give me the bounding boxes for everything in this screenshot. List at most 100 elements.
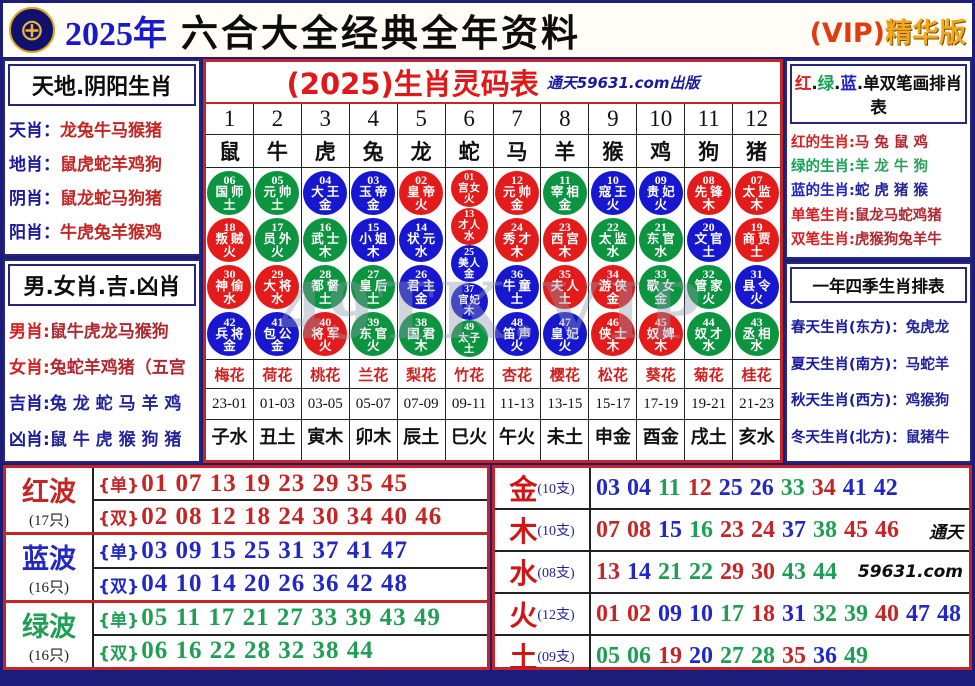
ball-element: 土	[366, 291, 380, 307]
time-range: 03-05	[301, 389, 349, 420]
ball-title: 都督	[311, 278, 343, 294]
zodiac-category-row: 绿的生肖:羊 龙 牛 狗	[791, 155, 966, 176]
parity-label: {单}	[98, 476, 140, 497]
footer-bar	[3, 672, 972, 686]
ball-stack: 08 先锋木 20 文官土 32 管家火 44 奴才水	[685, 168, 733, 360]
category-value: 龙兔牛马猴猪	[60, 120, 162, 141]
ball-element: 火	[271, 243, 284, 259]
ball-title: 西宫	[550, 231, 582, 247]
element-name: 木	[509, 515, 538, 548]
ball-element: 火	[654, 196, 667, 212]
category-label: 地肖：	[9, 154, 60, 175]
parity-label: {单}	[98, 610, 140, 631]
category-value: 蛇 虎 猪 猴	[854, 183, 928, 200]
number-ball: 46 侠士木	[590, 312, 635, 357]
vip-label: (VIP)	[809, 17, 885, 49]
number-ball: 18 叛贼火	[207, 217, 252, 262]
ball-stack: 05 元帅土 17 员外火 29 大将水 41 包公金	[253, 168, 301, 360]
ball-element: 火	[750, 291, 763, 307]
element-number: 45	[844, 516, 868, 543]
element-name: 金	[509, 473, 538, 506]
poster-page: ⊕ 2025年 六合大全经典全年资料 (VIP)精华版 天地.阴阳生肖 天肖：龙…	[3, 3, 972, 686]
ball-title: 宰相	[550, 183, 582, 199]
element-number: 11	[658, 474, 681, 501]
element-count: (10支)	[537, 524, 575, 539]
ball-title: 宫女	[458, 181, 482, 194]
table-title: (2025)生肖灵码表	[286, 67, 539, 101]
zodiac-category-row: 双笔生肖:虎猴狗兔羊牛	[791, 228, 966, 249]
wave-numbers: 03 09 15 25 31 37 41 47	[141, 536, 408, 564]
title-segment: .	[856, 74, 864, 93]
element-number: 23	[720, 516, 744, 543]
category-value: 虎猴狗兔羊牛	[854, 232, 942, 249]
category-label: 绿的生肖:	[791, 159, 855, 176]
element-number: 36	[813, 642, 837, 669]
element-number: 10	[689, 600, 713, 627]
edition-label: 精华版	[885, 17, 966, 49]
ball-title: 文官	[694, 231, 726, 247]
time-range: 21-23	[733, 389, 781, 420]
element-number: 26	[749, 474, 774, 501]
number-ball: 14 状元水	[399, 217, 444, 262]
earthly-branch: 亥水	[738, 427, 775, 448]
element-number: 20	[689, 642, 713, 669]
ball-title: 叛贼	[215, 231, 247, 247]
number-ball: 09 贵妃火	[638, 170, 683, 215]
flower-name: 兰花	[349, 360, 397, 389]
earthly-branch: 巳火	[451, 427, 488, 448]
ball-element: 火	[366, 338, 380, 354]
zodiac-column: 2 牛 05 元帅土 17 员外火 29 大将水 41 包公金荷花 01-03 丑土	[253, 104, 302, 460]
earthly-branch: 寅木	[307, 427, 344, 448]
bottom-section: 红波 (17只) {单} 01 07 13 19 23 29 35 45 {双} 02 0…	[3, 465, 972, 676]
number-ball: 37 官妃木	[450, 282, 488, 320]
earthly-branch: 丑土	[259, 427, 296, 448]
element-number: 08	[627, 516, 651, 543]
number-ball: 05 元帅土	[255, 170, 300, 215]
ball-title: 才人	[458, 219, 482, 232]
ball-title: 先锋	[694, 183, 726, 199]
category-value: 鼠牛虎龙马猴狗	[49, 321, 169, 342]
category-label: 凶肖:	[9, 429, 50, 450]
category-value: 兔蛇羊鸡猪（五宫	[49, 357, 186, 378]
male-female-rows: 男肖:鼠牛虎龙马猴狗 女肖:兔蛇羊鸡猪（五宫 吉肖:兔 龙 蛇 马 羊 鸡凶肖:鼠 …	[5, 309, 199, 461]
zodiac-column: 10 鸡 09 贵妃火 21 东官水 33 歌女金 45 奴婢木葵花 17-19 酉金	[637, 104, 686, 460]
season-value: 鼠猪牛	[905, 430, 950, 447]
wave-name: 绿波	[22, 611, 76, 643]
ball-number: 31	[750, 267, 763, 282]
season-row: 秋天生肖(西方)：鸡猴狗	[791, 389, 966, 410]
element-number: 34	[811, 474, 836, 501]
title-segment: .	[834, 74, 841, 93]
ball-number: 12	[510, 172, 523, 187]
element-row: 土 (09支) 05 06 19 20 27 28 35 36 49	[495, 636, 969, 676]
time-range: 07-09	[397, 389, 445, 420]
ball-number: 41	[271, 314, 284, 329]
element-number: 46	[875, 516, 899, 543]
wave-group: 蓝波 (16只) {单} 03 09 15 25 31 37 41 47 {双} 04 1…	[6, 535, 487, 603]
time-range: 19-21	[685, 389, 733, 420]
wave-label: 绿波 (16只)	[6, 602, 94, 667]
element-label: 土 (09支)	[495, 636, 591, 676]
category-value: 兔 龙 蛇 马 羊 鸡	[49, 393, 182, 414]
element-numbers: 01 02 09 10 17 18 31 32 39 40 47 48	[591, 594, 969, 634]
ball-number: 20	[702, 220, 715, 234]
category-value: 鼠龙蛇马狗猪	[60, 189, 162, 210]
ball-number: 25	[464, 246, 475, 258]
number-ball: 41 包公金	[255, 312, 300, 357]
season-label: 夏天生肖(南方)：	[791, 356, 906, 373]
ball-number: 30	[223, 267, 236, 282]
element-number: 16	[689, 516, 713, 543]
ball-element: 水	[414, 243, 428, 259]
season-value: 鸡猴狗	[905, 393, 950, 410]
wave-number-row: {单} 03 09 15 25 31 37 41 47	[94, 535, 487, 569]
ball-element: 土	[271, 196, 284, 212]
wave-numbers: 06 16 22 28 32 38 44	[141, 637, 374, 665]
element-number: 22	[689, 558, 713, 585]
season-value: 兔虎龙	[905, 319, 950, 336]
time-range: 05-07	[349, 389, 397, 420]
element-number: 27	[720, 642, 744, 669]
ball-title: 管家	[694, 278, 726, 294]
element-number: 32	[813, 600, 837, 627]
zodiac-name: 羊	[541, 135, 589, 168]
title-segment: 单双笔画排肖表	[863, 74, 963, 117]
element-name: 土	[509, 641, 538, 674]
